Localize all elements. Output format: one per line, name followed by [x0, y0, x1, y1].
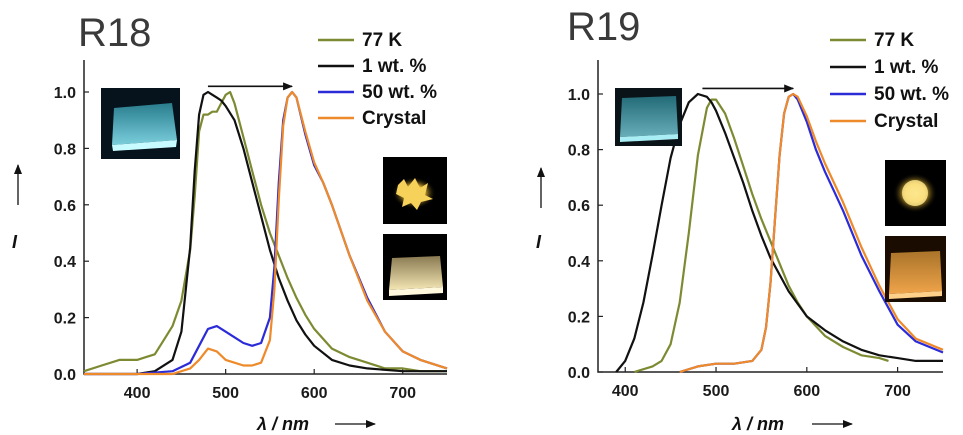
series-line — [83, 90, 447, 373]
x-tick-label: 600 — [301, 385, 328, 402]
yellow-film-photo — [885, 236, 946, 302]
series-line — [615, 92, 943, 373]
legend-label: 77 K — [362, 30, 402, 51]
x-tick-label: 400 — [124, 385, 151, 402]
series-line — [679, 92, 944, 374]
x-tick-label: 600 — [793, 383, 820, 400]
chart-panel-r19: R19 0.0 0.2 0.4 0.6 0.8 1.0 400 500 600 700 I λ … — [536, 5, 949, 434]
legend-label: Crystal — [362, 108, 426, 129]
y-tick-label: 0.0 — [54, 367, 76, 384]
y-tick-label: 0.4 — [568, 254, 590, 271]
chart-title: R18 — [78, 11, 151, 55]
y-tick-label: 0.2 — [568, 309, 590, 326]
y-tick-label: 0.2 — [54, 311, 76, 328]
yellow-crystals-photo — [383, 157, 447, 224]
x-axis-ticks: 400 500 600 700 — [124, 369, 416, 402]
chart-title: R19 — [567, 5, 640, 49]
legend: 77 K 1 wt. % 50 wt. % Crystal — [318, 30, 437, 129]
x-tick-label: 500 — [703, 383, 730, 400]
y-tick-label: 0.4 — [54, 254, 76, 271]
series-line — [679, 92, 944, 374]
y-axis-title: I — [12, 232, 18, 252]
series-line — [633, 98, 889, 374]
y-tick-label: 0.0 — [568, 365, 590, 382]
y-axis-title: I — [536, 232, 542, 252]
yellow-crystals-photo — [885, 160, 946, 226]
x-tick-label: 700 — [884, 383, 911, 400]
y-tick-label: 0.8 — [568, 143, 590, 160]
legend-label: 50 wt. % — [874, 84, 949, 105]
series-layer — [83, 90, 448, 376]
series-line — [84, 90, 448, 376]
y-tick-label: 0.6 — [54, 198, 76, 215]
y-tick-label: 1.0 — [568, 87, 590, 104]
x-tick-label: 700 — [389, 385, 416, 402]
yellow-film-photo — [383, 234, 447, 300]
y-tick-label: 0.8 — [54, 141, 76, 158]
legend-label: 50 wt. % — [362, 82, 437, 103]
y-axis-ticks: 0.0 0.2 0.4 0.6 0.8 1.0 — [568, 87, 603, 382]
x-tick-label: 500 — [212, 385, 239, 402]
y-tick-label: 1.0 — [54, 85, 76, 102]
x-tick-label: 400 — [612, 383, 639, 400]
x-axis-title: λ / nm — [731, 414, 784, 434]
blue-glowing-film-photo — [615, 88, 682, 146]
x-axis-ticks: 400 500 600 700 — [612, 367, 911, 400]
x-axis-title: λ / nm — [256, 414, 309, 434]
legend: 77 K 1 wt. % 50 wt. % Crystal — [830, 30, 949, 132]
legend-label: 1 wt. % — [874, 57, 939, 78]
legend-label: Crystal — [874, 111, 938, 132]
legend-label: 1 wt. % — [362, 56, 427, 77]
legend-label: 77 K — [874, 30, 914, 51]
series-line — [84, 90, 447, 376]
blue-glowing-film-photo — [101, 88, 180, 159]
chart-panel-r18: R18 0.0 0.2 0.4 0.6 0.8 1.0 400 500 600 700 I λ … — [12, 11, 448, 434]
series-layer — [615, 92, 944, 374]
y-axis-ticks: 0.0 0.2 0.4 0.6 0.8 1.0 — [54, 85, 89, 384]
y-tick-label: 0.6 — [568, 198, 590, 215]
